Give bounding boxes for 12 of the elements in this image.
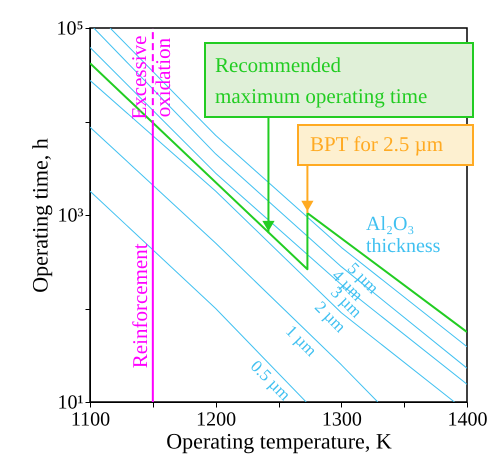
x-tick-label: 1400 [448,408,488,430]
x-tick-label: 1300 [322,408,362,430]
y-axis-title: Operating time, h [28,138,53,293]
annotation: BPT for 2.5 µm [310,132,444,156]
x-tick-label: 1200 [196,408,236,430]
x-axis-title: Operating temperature, K [166,428,392,454]
text: Excessive oxidation [126,36,175,120]
annotation: Recommended maximum operating time [215,53,428,108]
text: Reinforcement [128,243,152,368]
annotation: Al₂O₃ thickness [366,213,441,257]
y-tick-label: 10⁵ [56,18,84,40]
y-tick-label: 10³ [58,204,84,226]
